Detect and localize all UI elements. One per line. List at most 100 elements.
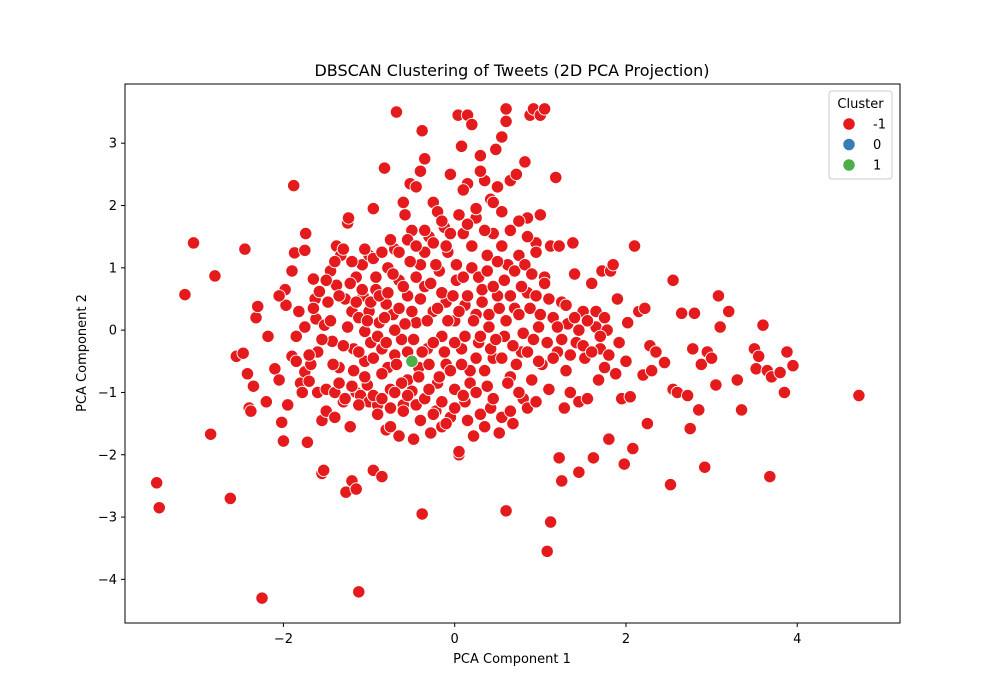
scatter-point-cluster--1	[259, 395, 273, 409]
scatter-point-cluster--1	[773, 365, 787, 380]
scatter-point-cluster--1	[640, 416, 655, 431]
scatter-point-cluster--1	[555, 474, 569, 488]
scatter-point-cluster--1	[299, 226, 313, 241]
scatter-point-cluster--1	[580, 392, 595, 406]
legend: Cluster -1 0 1	[828, 90, 893, 180]
scatter-point-cluster--1	[540, 544, 554, 558]
scatter-point-cluster--1	[406, 432, 421, 446]
scatter-point-cluster--1	[549, 170, 563, 185]
scatter-point-cluster--1	[396, 279, 410, 294]
scatter-point-cluster--1	[268, 362, 282, 376]
legend-entries: -1 0 1	[842, 117, 886, 174]
scatter-point-cluster--1	[287, 178, 301, 193]
y-tick-label: 1	[109, 261, 117, 276]
legend-marker-0	[842, 137, 856, 152]
scatter-point-cluster--1	[336, 339, 351, 353]
scatter-point-cluster--1	[426, 407, 440, 421]
scatter-point-cluster--1	[369, 270, 383, 284]
scatter-point-cluster--1	[178, 287, 192, 302]
scatter-point-cluster--1	[439, 416, 453, 431]
scatter-point-cluster--1	[520, 230, 535, 244]
scatter-point-cluster--1	[580, 314, 595, 328]
scatter-point-cluster--1	[489, 142, 503, 157]
scatter-point-cluster--1	[602, 432, 616, 446]
scatter-point-cluster--1	[469, 351, 483, 365]
scatter-point-cluster--1	[777, 385, 792, 400]
scatter-point-cluster--1	[638, 301, 652, 315]
legend-title: Cluster	[837, 97, 884, 112]
scatter-point-cluster--1	[400, 388, 415, 403]
scatter-point-cluster--1	[240, 367, 255, 381]
scatter-point-cluster--1	[346, 363, 361, 378]
scatter-point-cluster--1	[473, 164, 488, 178]
scatter-point-cluster--1	[612, 335, 626, 350]
scatter-point-cluster--1	[379, 335, 393, 350]
scatter-point-cluster--1	[446, 289, 460, 303]
scatter-point-cluster--1	[559, 298, 573, 312]
scatter-point-cluster--1	[437, 345, 452, 359]
scatter-point-cluster--1	[332, 376, 346, 390]
scatter-point-cluster--1	[152, 501, 166, 515]
scatter-point-cluster--1	[531, 354, 546, 368]
scatter-point-cluster--1	[306, 301, 321, 315]
scatter-point-cluster--1	[466, 314, 481, 328]
scatter-point-cluster--1	[686, 342, 700, 356]
scatter-point-cluster--1	[525, 267, 539, 281]
scatter-point-cluster--1	[388, 323, 402, 337]
scatter-point-cluster--1	[292, 304, 306, 319]
y-axis: −4 −3 −2 −1 0 1 2 3	[98, 137, 125, 588]
scatter-point-cluster--1	[413, 292, 428, 306]
scatter-point-cluster--1	[349, 482, 363, 496]
scatter-point-cluster--1	[203, 427, 218, 441]
scatter-point-cluster--1	[413, 413, 428, 428]
scatter-point-cluster--1	[458, 329, 472, 344]
scatter-point-cluster--1	[452, 304, 466, 319]
legend-marker-1	[842, 158, 856, 172]
scatter-point-cluster--1	[285, 264, 299, 278]
scatter-point-cluster--1	[687, 306, 702, 320]
scatter-point-cluster--1	[321, 295, 335, 309]
scatter-point-cluster--1	[563, 385, 577, 400]
scatter-point-cluster--1	[317, 463, 331, 477]
scatter-point-cluster--1	[435, 286, 449, 300]
scatter-point-cluster--1	[448, 335, 462, 350]
scatter-point-cluster--1	[360, 314, 374, 328]
scatter-point-cluster--1	[711, 289, 726, 303]
scatter-point-cluster--1	[249, 311, 263, 325]
scatter-point-cluster-1	[405, 354, 419, 368]
scatter-point-cluster--1	[255, 591, 269, 605]
scatter-point-cluster--1	[619, 354, 633, 368]
scatter-point-cluster--1	[585, 276, 599, 291]
scatter-point-cluster--1	[566, 236, 580, 250]
scatter-point-cluster--1	[602, 348, 616, 362]
scatter-point-cluster--1	[338, 392, 352, 406]
scatter-point-cluster--1	[512, 214, 526, 228]
scatter-point-cluster--1	[246, 379, 261, 393]
scatter-point-cluster--1	[150, 476, 164, 490]
scatter-point-cluster--1	[473, 407, 488, 421]
scatter-point-cluster--1	[503, 404, 518, 418]
scatter-point-cluster--1	[383, 420, 398, 434]
scatter-point-cluster--1	[666, 273, 680, 287]
scatter-point-cluster--1	[388, 385, 402, 400]
x-tick-label: 4	[793, 632, 801, 647]
scatter-point-cluster--1	[486, 392, 500, 406]
scatter-point-cluster--1	[418, 223, 432, 238]
scatter-point-cluster--1	[559, 363, 573, 378]
scatter-point-cluster--1	[469, 201, 483, 216]
scatter-point-cluster--1	[358, 242, 372, 256]
scatter-point-cluster--1	[649, 345, 663, 359]
scatter-point-cluster--1	[506, 416, 520, 431]
scatter-point-cluster--1	[422, 357, 436, 372]
scatter-point-cluster--1	[377, 161, 392, 175]
scatter-point-cluster--1	[780, 345, 794, 359]
scatter-point-cluster--1	[713, 320, 727, 334]
scatter-point-cluster--1	[756, 318, 770, 332]
scatter-point-cluster--1	[375, 392, 389, 406]
scatter-point-cluster--1	[478, 223, 492, 238]
scatter-point-cluster--1	[623, 390, 637, 404]
scatter-point-cluster--1	[452, 208, 466, 222]
scatter-point-cluster--1	[512, 248, 526, 263]
scatter-point-cluster--1	[383, 233, 398, 247]
